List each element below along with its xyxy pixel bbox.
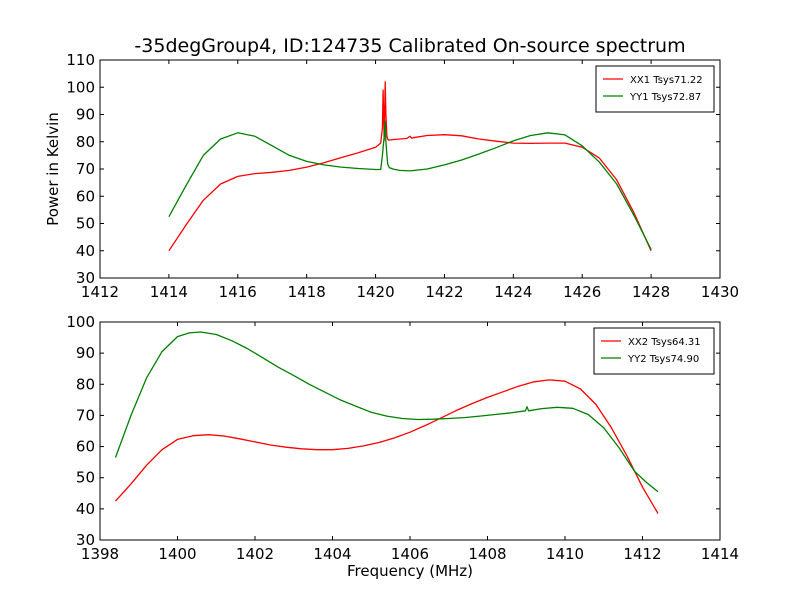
x-tick-label-2-1404: 1404 [313, 545, 351, 563]
x-tick-label-2-1402: 1402 [236, 545, 274, 563]
chart-panel-2: 1398 1400 1402 1404 1406 1408 1410 1412 1414 30 40… [66, 313, 739, 580]
x-axis-label-2: Frequency (MHz) [347, 562, 473, 580]
series-line-2-1 [115, 379, 659, 514]
y-tick-label-1-30: 30 [76, 269, 95, 287]
series-line-2-2 [114, 331, 659, 493]
chart-panel-1: 1412 1414 1416 1418 1420 1422 1424 1426 1428 1430… [44, 51, 739, 301]
y-tick-label-1-100: 100 [66, 78, 95, 96]
x-tick-label-2-1410: 1410 [546, 545, 584, 563]
x-tick-label-2-1414: 1414 [701, 545, 739, 563]
x-tick-label-1-1426: 1426 [563, 283, 601, 301]
figure-title: -35degGroup4, ID:124735 Calibrated On-so… [134, 35, 685, 57]
y-tick-label-2-30: 30 [76, 531, 95, 549]
y-tick-label-2-60: 60 [76, 438, 95, 456]
series-group-1 [168, 81, 652, 252]
x-tick-label-2-1398: 1398 [81, 545, 119, 563]
legend-label-2-1: XX2 Tsys64.31 [628, 337, 701, 348]
y-tick-label-1-60: 60 [76, 187, 95, 205]
y-tick-label-1-90: 90 [76, 106, 95, 124]
legend-label-1-2: YY1 Tsys72.87 [629, 92, 701, 103]
legend-box-2 [593, 327, 715, 375]
y-tick-label-2-100: 100 [66, 313, 95, 331]
x-tick-label-1-1414: 1414 [150, 283, 188, 301]
y-tick-label-1-70: 70 [76, 160, 95, 178]
series-line-1-2 [168, 120, 652, 250]
series-line-1-1 [168, 81, 652, 252]
legend-2: XX2 Tsys64.31 YY2 Tsys74.90 [593, 327, 715, 375]
legend-label-1-1: XX1 Tsys71.22 [630, 75, 703, 86]
y-tick-label-2-90: 90 [76, 344, 95, 362]
x-tick-label-1-1418: 1418 [288, 283, 326, 301]
series-group-2 [114, 331, 659, 514]
x-tick-label-1-1420: 1420 [356, 283, 394, 301]
legend-1: XX1 Tsys71.22 YY1 Tsys72.87 [595, 65, 715, 113]
x-tick-label-1-1430: 1430 [701, 283, 739, 301]
y-tick-label-2-40: 40 [76, 500, 95, 518]
x-tick-label-2-1400: 1400 [158, 545, 196, 563]
y-tick-label-1-110: 110 [66, 51, 95, 69]
x-tick-label-2-1412: 1412 [623, 545, 661, 563]
y-tick-label-2-80: 80 [76, 375, 95, 393]
x-tick-label-1-1412: 1412 [81, 283, 119, 301]
x-tick-label-2-1408: 1408 [468, 545, 506, 563]
y-axis-label-1: Power in Kelvin [44, 112, 62, 226]
legend-label-2-2: YY2 Tsys74.90 [627, 354, 699, 365]
legend-box-1 [595, 65, 715, 113]
y-tick-label-1-80: 80 [76, 133, 95, 151]
x-tick-label-1-1424: 1424 [494, 283, 532, 301]
y-tick-label-1-40: 40 [76, 242, 95, 260]
y-tick-label-2-50: 50 [76, 469, 95, 487]
y-tick-label-1-50: 50 [76, 215, 95, 233]
x-tick-label-1-1422: 1422 [425, 283, 463, 301]
y-tick-label-2-70: 70 [76, 406, 95, 424]
x-tick-label-2-1406: 1406 [391, 545, 429, 563]
x-tick-label-1-1416: 1416 [219, 283, 257, 301]
x-tick-label-1-1428: 1428 [632, 283, 670, 301]
